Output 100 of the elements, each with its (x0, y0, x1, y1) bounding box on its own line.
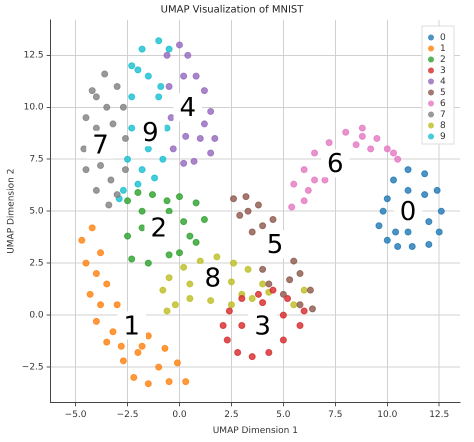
point (144, 72, 152, 80)
point (296, 270, 304, 278)
point (384, 236, 391, 244)
point (164, 52, 171, 59)
point (244, 266, 252, 273)
point (88, 87, 96, 94)
point (130, 374, 138, 381)
point (180, 218, 188, 226)
point (92, 186, 100, 194)
point (114, 191, 121, 198)
point (161, 344, 168, 352)
point (238, 322, 246, 330)
point (155, 37, 162, 44)
point (144, 380, 152, 388)
point (230, 260, 238, 267)
point (284, 294, 292, 302)
point (107, 176, 114, 184)
point (118, 342, 125, 350)
point (124, 232, 132, 240)
point (159, 286, 166, 294)
y-tick-label: 5.0 (29, 206, 44, 217)
y-tick-label: 10.0 (24, 102, 44, 113)
y-axis-title: UMAP Dimension 2 (6, 168, 17, 254)
point (200, 87, 208, 94)
point (138, 208, 146, 215)
point (234, 349, 242, 356)
x-tick-label: −2.5 (116, 410, 138, 420)
point (92, 270, 100, 278)
point (384, 145, 391, 152)
point (120, 186, 127, 194)
point (176, 193, 183, 200)
point (80, 145, 88, 152)
point (244, 208, 252, 215)
point (134, 180, 142, 188)
point (290, 301, 298, 308)
legend-label: 2 (440, 54, 446, 65)
point (82, 260, 90, 267)
point (109, 120, 116, 128)
point (394, 156, 402, 163)
point (186, 280, 194, 288)
point (192, 238, 200, 246)
annotation: 1 (123, 311, 140, 342)
point (138, 342, 146, 350)
chart-title: UMAP Visualization of MNIST (160, 4, 304, 16)
point (404, 166, 412, 174)
point (190, 158, 198, 165)
point (290, 180, 298, 188)
point (290, 258, 298, 265)
point (134, 66, 142, 74)
point (207, 150, 214, 157)
point (184, 52, 192, 59)
point (269, 216, 276, 224)
point (196, 258, 204, 265)
legend-label: 5 (440, 88, 446, 98)
point (248, 353, 256, 360)
point (230, 195, 238, 202)
point (421, 170, 428, 178)
point (196, 134, 204, 142)
point (300, 286, 308, 294)
point (259, 222, 266, 230)
annotation: 4 (180, 93, 196, 124)
point (404, 186, 412, 194)
point (300, 197, 308, 204)
point (300, 166, 308, 174)
point (155, 93, 162, 100)
point (288, 204, 296, 211)
point (236, 212, 244, 219)
y-tick-label: 7.5 (29, 154, 44, 165)
point (248, 294, 256, 302)
point (97, 301, 104, 308)
point (164, 197, 171, 204)
point (192, 199, 200, 206)
point (254, 290, 262, 298)
point (122, 134, 129, 142)
point (166, 83, 173, 90)
point (392, 228, 400, 236)
y-tick-label: 2.5 (29, 258, 44, 268)
point (128, 62, 136, 70)
point (180, 264, 188, 271)
legend-label: 0 (440, 32, 446, 43)
x-tick-label: 7.5 (328, 410, 342, 420)
point (367, 145, 374, 152)
point (138, 46, 146, 53)
annotation: 9 (142, 118, 159, 148)
point (128, 93, 136, 100)
point (128, 256, 136, 262)
legend-label: 7 (440, 110, 446, 120)
point (78, 236, 86, 244)
point (306, 286, 314, 294)
point (390, 176, 398, 184)
point (109, 328, 116, 336)
point (265, 280, 272, 288)
annotation: 3 (254, 311, 271, 342)
point (269, 286, 276, 294)
point (207, 108, 214, 115)
point (92, 318, 100, 325)
point (200, 216, 208, 224)
point (259, 280, 266, 288)
point (186, 232, 194, 240)
point (166, 378, 173, 386)
